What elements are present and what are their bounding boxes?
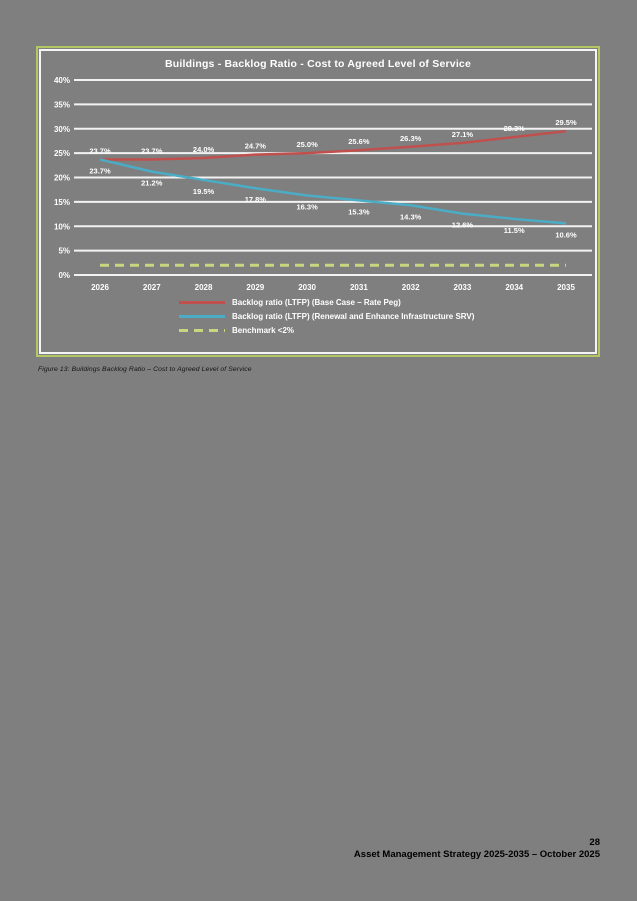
legend-row-base-case: Backlog ratio (LTFP) (Base Case – Rate P…: [179, 298, 595, 307]
svg-text:20%: 20%: [53, 174, 69, 183]
svg-text:2030: 2030: [298, 283, 316, 292]
legend-row-benchmark: Benchmark <2%: [179, 326, 595, 335]
legend-label: Backlog ratio (LTFP) (Renewal and Enhanc…: [232, 312, 475, 321]
svg-text:2031: 2031: [349, 283, 367, 292]
svg-text:40%: 40%: [53, 76, 69, 85]
svg-text:2035: 2035: [557, 283, 575, 292]
svg-text:15%: 15%: [53, 198, 69, 207]
svg-text:2028: 2028: [194, 283, 212, 292]
svg-text:27.1%: 27.1%: [451, 130, 473, 139]
svg-text:16.3%: 16.3%: [296, 203, 318, 212]
svg-text:0%: 0%: [58, 271, 70, 280]
figure-caption: Figure 13: Buildings Backlog Ratio – Cos…: [38, 366, 252, 373]
svg-text:25.6%: 25.6%: [348, 137, 370, 146]
chart-title: Buildings - Backlog Ratio - Cost to Agre…: [164, 58, 472, 70]
plot-area: 40% 35% 30% 25% 20% 15% 10% 5% 0% 2026 2027 2028 202…: [53, 76, 592, 292]
svg-text:2026: 2026: [91, 283, 109, 292]
svg-text:25.0%: 25.0%: [296, 140, 318, 149]
page-number: 28: [589, 837, 600, 848]
svg-text:10%: 10%: [53, 222, 69, 231]
chart-legend: Backlog ratio (LTFP) (Base Case – Rate P…: [179, 298, 595, 335]
svg-text:23.7%: 23.7%: [89, 166, 111, 175]
svg-text:2027: 2027: [142, 283, 160, 292]
blue-line-swatch-icon: [179, 315, 225, 318]
svg-text:14.3%: 14.3%: [400, 212, 422, 221]
svg-text:2029: 2029: [246, 283, 264, 292]
svg-text:15.3%: 15.3%: [348, 207, 370, 216]
svg-text:35%: 35%: [53, 100, 69, 109]
footer-title: Asset Management Strategy 2025-2035 – Oc…: [353, 848, 600, 860]
chart-frame: Buildings - Backlog Ratio - Cost to Agre…: [39, 49, 597, 354]
svg-text:23.7%: 23.7%: [141, 146, 163, 155]
legend-row-srv: Backlog ratio (LTFP) (Renewal and Enhanc…: [179, 312, 595, 321]
red-line-swatch-icon: [179, 301, 225, 304]
legend-label: Benchmark <2%: [232, 326, 295, 335]
svg-text:19.5%: 19.5%: [192, 187, 214, 196]
svg-text:24.7%: 24.7%: [244, 142, 266, 151]
svg-text:28.3%: 28.3%: [503, 124, 525, 133]
legend-label: Backlog ratio (LTFP) (Base Case – Rate P…: [232, 298, 401, 307]
svg-text:25%: 25%: [53, 149, 69, 158]
page-footer: 28 Asset Management Strategy 2025-2035 –…: [354, 837, 600, 860]
svg-text:11.5%: 11.5%: [503, 226, 524, 235]
svg-text:2032: 2032: [401, 283, 419, 292]
svg-text:12.6%: 12.6%: [451, 221, 473, 230]
svg-text:5%: 5%: [58, 247, 70, 256]
svg-text:30%: 30%: [53, 125, 69, 134]
chart: Buildings - Backlog Ratio - Cost to Agre…: [36, 46, 600, 357]
svg-text:23.7%: 23.7%: [89, 146, 111, 155]
svg-text:2033: 2033: [453, 283, 471, 292]
svg-text:2034: 2034: [505, 283, 523, 292]
svg-text:29.5%: 29.5%: [555, 118, 577, 127]
svg-text:17.8%: 17.8%: [244, 195, 266, 204]
svg-text:24.0%: 24.0%: [192, 145, 214, 154]
dashed-line-swatch-icon: [179, 329, 225, 332]
svg-text:21.2%: 21.2%: [141, 179, 163, 188]
svg-text:26.3%: 26.3%: [400, 134, 422, 143]
svg-text:10.6%: 10.6%: [555, 230, 577, 239]
